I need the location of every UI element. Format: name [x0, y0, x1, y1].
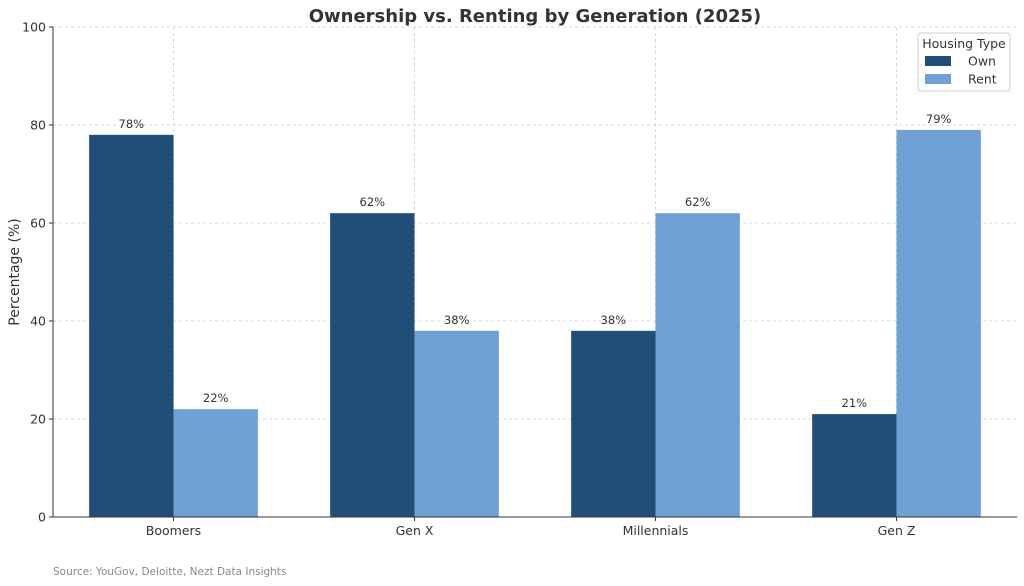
- y-tick-label: 0: [38, 510, 46, 525]
- bar-rent-gen-z: [896, 129, 981, 517]
- legend-swatch-own: [925, 56, 951, 66]
- bar-own-boomers: [89, 134, 174, 518]
- x-tick-label: Millennials: [623, 523, 689, 538]
- bar-value-label: 62%: [685, 195, 711, 209]
- x-tick-label: Boomers: [146, 523, 201, 538]
- bar-rent-gen-x: [414, 330, 499, 517]
- y-tick-label: 100: [22, 20, 46, 35]
- bar-value-label: 38%: [601, 313, 627, 327]
- bar-rent-millennials: [655, 213, 740, 517]
- legend-label-rent: Rent: [968, 72, 997, 87]
- x-tick-label: Gen X: [396, 523, 434, 538]
- legend-label-own: Own: [968, 54, 996, 69]
- source-note: Source: YouGov, Deloitte, Nezt Data Insi…: [53, 566, 287, 578]
- legend-swatch-rent: [925, 74, 951, 84]
- legend: Housing Type Own Rent: [917, 32, 1011, 92]
- y-tick-label: 20: [30, 412, 46, 427]
- bar-value-label: 79%: [926, 112, 952, 126]
- bars: 78% 62% 38% 21% 22% 38% 62% 79%: [89, 112, 981, 518]
- y-axis-label: Percentage (%): [7, 218, 23, 325]
- bar-value-label: 22%: [203, 391, 229, 405]
- bar-value-label: 38%: [444, 313, 470, 327]
- bar-value-label: 21%: [842, 396, 868, 410]
- bar-own-millennials: [571, 330, 656, 517]
- legend-title: Housing Type: [922, 36, 1006, 51]
- y-tick-label: 60: [30, 216, 46, 231]
- x-tick-label: Gen Z: [878, 523, 916, 538]
- y-tick-label: 80: [30, 118, 46, 133]
- chart-title: Ownership vs. Renting by Generation (202…: [309, 6, 762, 27]
- bar-own-gen-z: [812, 414, 897, 517]
- bar-own-gen-x: [330, 213, 415, 517]
- bar-value-label: 62%: [360, 195, 386, 209]
- y-tick-label: 40: [30, 314, 46, 329]
- bar-value-label: 78%: [119, 117, 145, 131]
- bar-rent-boomers: [173, 409, 258, 517]
- axes: 0 20 40 60 80 100 Boomers Gen X Millennials Gen Z: [22, 20, 1017, 538]
